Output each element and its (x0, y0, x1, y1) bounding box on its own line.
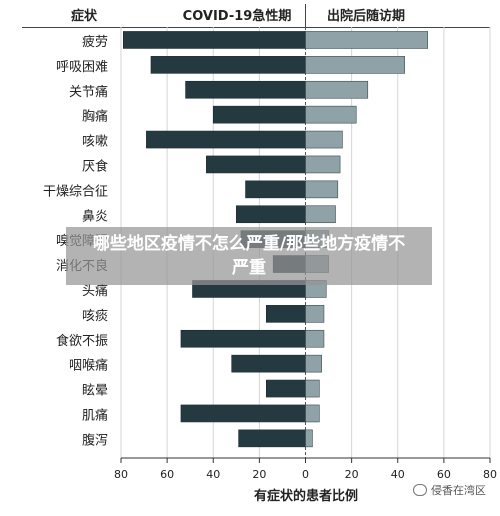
x-axis-label: 有症状的患者比例 (254, 488, 358, 504)
bar-acute-13 (231, 354, 306, 373)
category-label: 眩晕 (82, 383, 108, 399)
watermark: 侵香在湾区 (413, 482, 486, 498)
bar-acute-0 (123, 31, 306, 49)
x-axis: 80 60 40 20 0 20 40 60 80 (114, 457, 497, 481)
bar-followup-13 (305, 354, 322, 373)
bar-acute-6 (245, 180, 306, 199)
category-label: 关节痛 (69, 84, 108, 100)
bar-followup-12 (305, 329, 325, 348)
bar-followup-3 (305, 105, 357, 124)
x-tick-label: 20 (252, 468, 266, 481)
category-label: 食欲不振 (56, 333, 108, 349)
bar-acute-11 (265, 305, 306, 323)
category-label: 腹泻 (82, 432, 108, 448)
bar-acute-14 (265, 379, 306, 398)
x-tick-label: 40 (391, 468, 405, 481)
x-tick-label: 80 (483, 468, 497, 481)
bar-followup-7 (305, 205, 336, 224)
bar-followup-15 (305, 404, 320, 423)
x-tick-label: 40 (206, 468, 220, 481)
bar-acute-16 (238, 429, 306, 448)
x-tick-label: 0 (302, 468, 309, 481)
bar-acute-7 (236, 205, 306, 224)
x-tick-label: 60 (160, 468, 174, 481)
category-label: 鼻炎 (82, 208, 108, 224)
bar-followup-4 (305, 130, 343, 149)
category-labels: 疲劳呼吸困难关节痛胸痛咳嗽厌食干燥综合征鼻炎嗅觉障碍消化不良头痛咳痰食欲不振咽喉… (43, 34, 108, 448)
bar-followup-6 (305, 180, 339, 199)
x-tick-label: 20 (345, 468, 359, 481)
category-label: 呼吸困难 (56, 60, 108, 75)
category-label: 咳嗽 (82, 135, 108, 150)
bar-acute-5 (206, 155, 306, 174)
bar-acute-1 (150, 56, 306, 74)
wechat-icon (413, 484, 427, 496)
category-label: 干燥综合征 (43, 184, 108, 199)
overlay-banner: 哪些地区疫情不怎么严重/那些地方疫情不严重 (66, 227, 432, 285)
category-header: 症状 (71, 8, 98, 24)
x-tick-label: 60 (437, 468, 451, 481)
bar-followup-16 (305, 429, 313, 448)
x-tick-label: 80 (114, 468, 128, 481)
category-label: 厌食 (82, 158, 108, 174)
category-label: 疲劳 (82, 34, 108, 50)
category-label: 胸痛 (82, 109, 108, 125)
bar-acute-15 (180, 404, 306, 423)
bar-followup-14 (305, 379, 320, 398)
category-label: 咳痰 (82, 308, 108, 324)
bar-acute-3 (212, 105, 306, 124)
bar-followup-2 (305, 80, 369, 99)
bar-acute-12 (180, 329, 306, 348)
series-right-header: 出院后随访期 (327, 8, 405, 24)
category-label: 咽喉痛 (69, 358, 108, 374)
bar-followup-0 (305, 31, 429, 49)
bar-followup-1 (305, 56, 405, 74)
watermark-text: 侵香在湾区 (431, 484, 486, 497)
bar-acute-2 (185, 80, 306, 99)
category-label: 头痛 (82, 283, 108, 299)
bar-followup-11 (305, 305, 325, 323)
series-left-header: COVID-19急性期 (183, 8, 292, 24)
bar-followup-5 (305, 155, 341, 174)
category-label: 肌痛 (82, 407, 108, 423)
bar-acute-4 (146, 130, 306, 149)
